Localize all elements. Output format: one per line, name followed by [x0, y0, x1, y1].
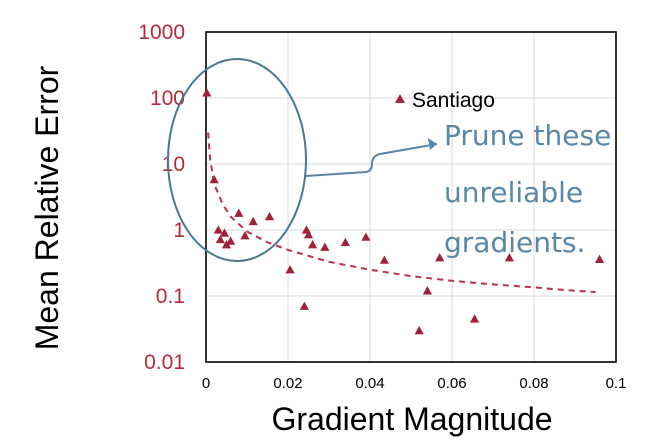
data-point-2: [213, 225, 223, 234]
annotation-arrow: [305, 143, 438, 177]
annotation-line-2: unreliable: [444, 176, 583, 209]
y-tick-labels: 0.01 0.1 1 10 100 1000: [138, 21, 185, 374]
data-point-6: [226, 236, 236, 245]
plot-frame: [205, 31, 617, 363]
annotation-ellipse: [167, 58, 307, 262]
data-point-20: [414, 325, 424, 335]
annotation: Prune these unreliable gradients.: [167, 58, 611, 262]
legend-marker-santiago: [395, 94, 405, 103]
data-point-18: [361, 232, 371, 241]
trendline: [207, 132, 596, 293]
data-point-14: [303, 230, 314, 239]
x-tick-label-4: 0.08: [519, 375, 548, 392]
x-tick-label-0: 0: [202, 375, 210, 392]
y-axis-title: Mean Relative Error: [29, 65, 65, 350]
data-point-16: [320, 242, 330, 251]
data-point-24: [504, 253, 514, 262]
data-point-3: [215, 234, 225, 244]
data-point-8: [240, 231, 250, 240]
x-tick-label-2: 0.04: [355, 375, 384, 392]
data-point-11: [285, 265, 295, 274]
data-point-15: [308, 240, 318, 249]
x-tick-label-5: 0.1: [606, 375, 627, 392]
data-point-10: [264, 211, 275, 221]
trendline-path: [207, 132, 596, 293]
data-point-22: [435, 253, 445, 262]
y-tick-label-3: 10: [162, 153, 185, 176]
data-point-25: [595, 254, 605, 263]
data-point-9: [248, 216, 258, 226]
data-point-7: [234, 208, 244, 217]
x-tick-labels: 0 0.02 0.04 0.06 0.08 0.1: [202, 375, 627, 392]
data-point-19: [379, 255, 389, 264]
data-point-23: [469, 314, 480, 323]
x-tick-label-1: 0.02: [273, 375, 302, 392]
y-tick-label-0: 0.01: [144, 351, 185, 374]
data-point-21: [422, 286, 432, 295]
annotation-arrowhead: [428, 138, 437, 150]
annotation-line-3: gradients.: [444, 226, 585, 259]
data-point-12: [299, 301, 309, 310]
data-point-17: [340, 237, 350, 247]
annotation-line-1: Prune these: [444, 119, 611, 152]
x-axis-title: Gradient Magnitude: [271, 401, 552, 437]
data-point-1: [209, 175, 219, 184]
y-tick-label-2: 1: [173, 219, 185, 242]
data-point-0: [202, 88, 212, 97]
y-tick-label-4: 100: [150, 87, 185, 110]
y-tick-label-5: 1000: [138, 21, 185, 44]
legend: Santiago: [395, 89, 495, 112]
x-tick-label-3: 0.06: [437, 375, 466, 392]
legend-label-santiago: Santiago: [412, 89, 495, 112]
y-tick-label-1: 0.1: [156, 285, 185, 308]
data-point-4: [219, 228, 230, 237]
data-points: [202, 88, 605, 335]
